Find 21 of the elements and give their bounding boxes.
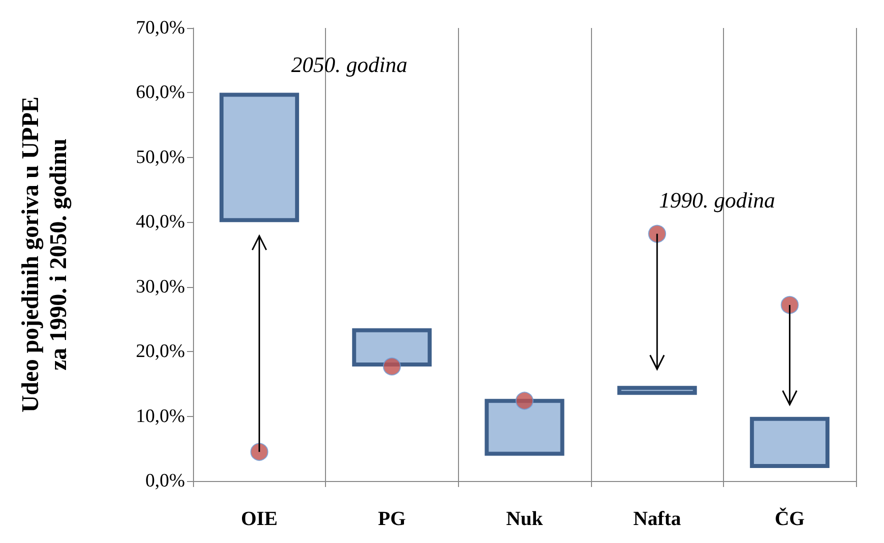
y-tick-label: 60,0%	[136, 82, 186, 104]
point	[648, 224, 666, 243]
point	[382, 357, 401, 376]
point	[780, 296, 799, 314]
x-tick-label: OIE	[240, 508, 278, 530]
y-tick-label: 0,0%	[145, 470, 186, 492]
y-tick-label: 20,0%	[136, 341, 186, 362]
x-tick-label: Nuk	[506, 508, 544, 530]
y-tick-label: 40,0%	[136, 212, 186, 233]
x-tick-label: Nafta	[633, 508, 681, 530]
point	[516, 392, 534, 410]
y-tick-label: 10,0%	[136, 406, 186, 427]
point	[250, 442, 268, 461]
y-tick-label: 30,0%	[136, 276, 186, 298]
series-label: 1990. godina	[659, 187, 776, 212]
y-axis-title: Udeo pojedinih goriva u UPPE za 1990. i 2050. godinu	[18, 96, 72, 413]
y-tick-label: 50,0%	[136, 146, 186, 168]
series-label: 2050. godina	[291, 52, 408, 78]
y-tick-label: 70,0%	[136, 18, 186, 38]
x-tick-label: PG	[378, 508, 406, 530]
x-tick-label: ČG	[774, 507, 806, 530]
